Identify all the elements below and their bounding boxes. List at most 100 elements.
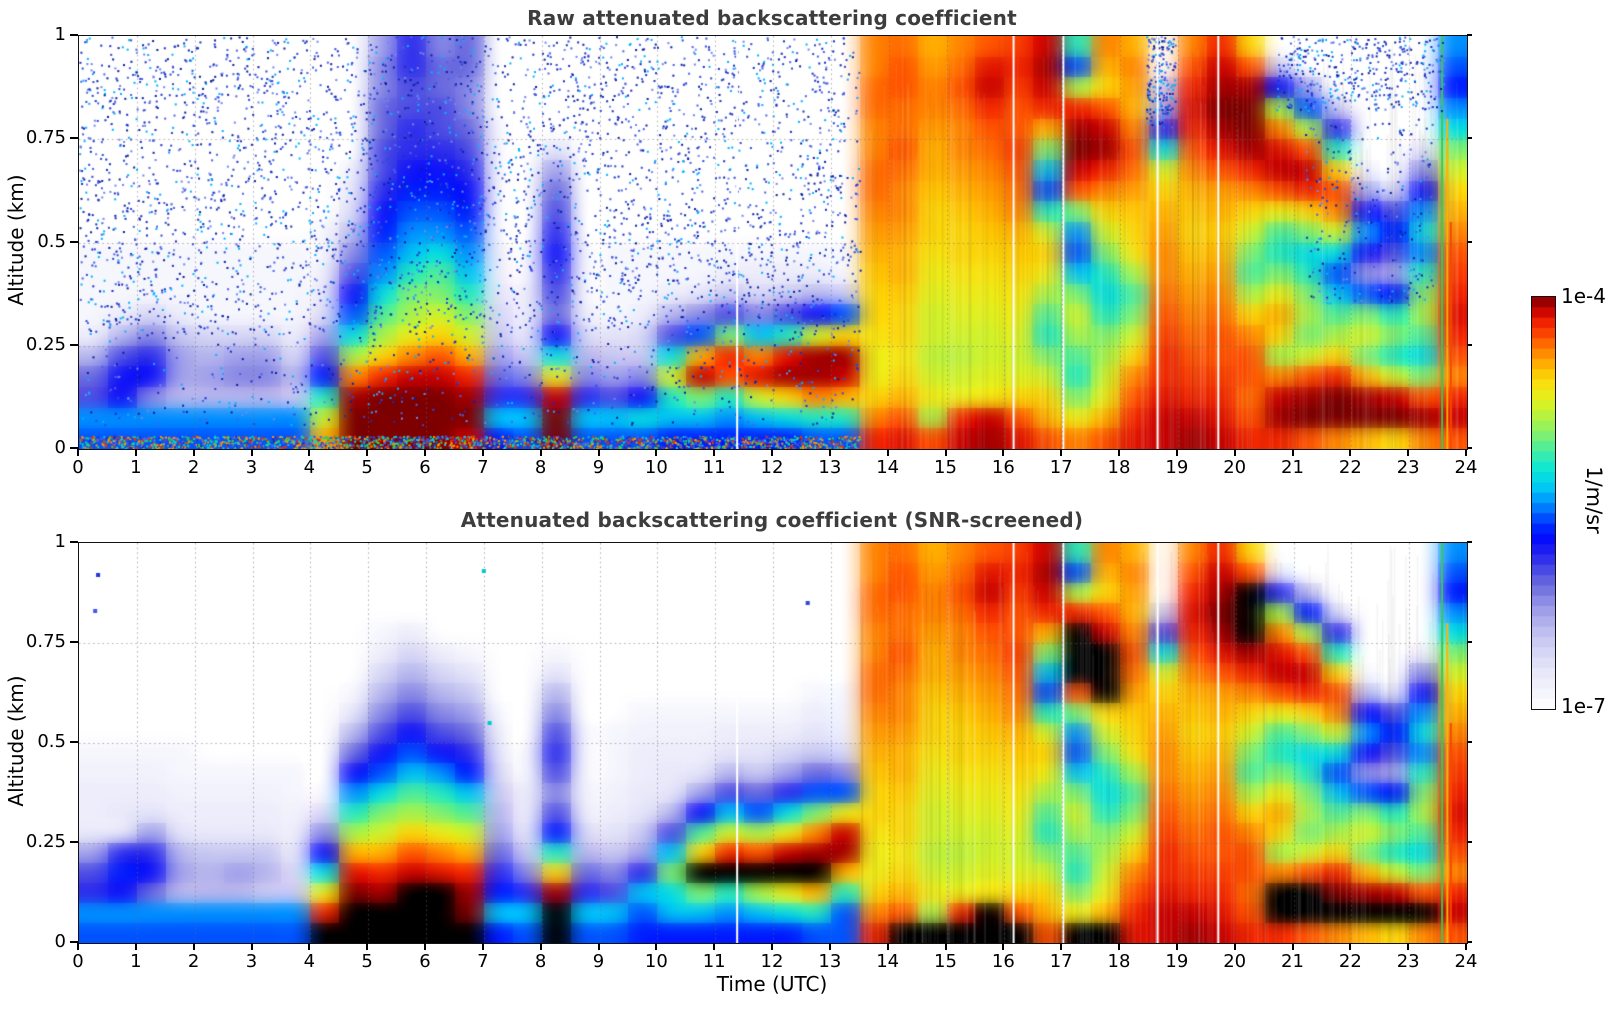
y-tick-label: 0.5: [37, 731, 66, 752]
x-tick-label: 17: [1049, 951, 1073, 972]
x-tick-label: 17: [1049, 457, 1073, 478]
x-tick-label: 11: [702, 457, 726, 478]
x-tick-label: 7: [477, 457, 489, 478]
x-tick-label: 3: [245, 951, 258, 972]
x-tick-label: 6: [419, 457, 431, 478]
y-tick-label: 1: [54, 24, 66, 45]
x-tick-mark: [539, 449, 542, 456]
x-tick-label: 14: [876, 457, 900, 478]
x-tick-mark: [250, 943, 253, 950]
x-tick-label: 6: [419, 951, 431, 972]
x-tick-label: 16: [991, 951, 1015, 972]
y-tick-label: 1: [54, 531, 66, 552]
x-tick-label: 0: [72, 457, 84, 478]
y-tick-mark: [1467, 447, 1472, 449]
y-tick-mark: [1467, 240, 1472, 243]
x-tick-mark: [828, 449, 831, 456]
x-tick-mark: [1233, 449, 1236, 456]
x-tick-mark: [77, 943, 79, 950]
x-tick-mark: [1175, 943, 1178, 950]
x-tick-mark: [366, 449, 369, 456]
raw-heatmap-canvas: [78, 35, 1468, 450]
x-tick-mark: [655, 943, 658, 950]
x-tick-label: 8: [534, 951, 547, 972]
y-tick-mark: [70, 240, 78, 243]
x-tick-label: 2: [187, 951, 200, 972]
x-tick-mark: [134, 943, 137, 950]
x-tick-mark: [1291, 943, 1294, 950]
x-tick-label: 9: [592, 951, 605, 972]
x-tick-label: 0: [72, 951, 84, 972]
x-tick-mark: [944, 943, 947, 950]
y-tick-mark: [70, 34, 78, 36]
x-tick-label: 7: [477, 951, 489, 972]
x-tick-label: 21: [1281, 457, 1304, 478]
x-tick-label: 23: [1396, 457, 1420, 478]
x-tick-label: 1: [130, 457, 142, 478]
colorbar-unit-label: 1/m/sr: [1582, 466, 1606, 534]
x-tick-mark: [424, 449, 426, 456]
x-tick-mark: [1118, 449, 1120, 456]
x-tick-mark: [424, 943, 426, 950]
x-tick-label: 4: [303, 951, 316, 972]
x-tick-label: 1: [130, 951, 142, 972]
x-tick-mark: [1002, 449, 1005, 456]
x-tick-mark: [944, 449, 947, 456]
x-tick-mark: [250, 449, 253, 456]
y-tick-label: 0: [54, 437, 66, 458]
x-tick-mark: [77, 449, 79, 456]
x-tick-mark: [828, 943, 831, 950]
y-tick-mark: [1467, 34, 1472, 36]
x-tick-mark: [771, 449, 773, 456]
x-tick-mark: [366, 943, 369, 950]
y-tick-mark: [1467, 343, 1472, 346]
x-tick-label: 21: [1281, 951, 1304, 972]
x-tick-mark: [597, 943, 600, 950]
x-tick-mark: [1465, 449, 1467, 456]
x-tick-mark: [308, 449, 311, 456]
x-tick-mark: [1175, 449, 1178, 456]
x-tick-label: 13: [818, 457, 842, 478]
x-tick-label: 20: [1223, 457, 1247, 478]
x-tick-mark: [1291, 449, 1294, 456]
x-tick-mark: [713, 943, 716, 950]
x-tick-mark: [1118, 943, 1120, 950]
x-tick-label: 12: [760, 457, 784, 478]
x-axis-label: Time (UTC): [716, 972, 828, 996]
y-tick-label: 0: [54, 931, 66, 952]
x-tick-mark: [1465, 943, 1467, 950]
y-tick-label: 0.75: [25, 127, 66, 149]
x-tick-label: 15: [934, 951, 957, 972]
x-tick-label: 5: [361, 951, 373, 972]
x-tick-mark: [597, 449, 600, 456]
x-tick-label: 3: [245, 457, 258, 478]
x-tick-label: 24: [1454, 457, 1478, 478]
y-tick-mark: [70, 741, 78, 743]
y-tick-mark: [1467, 941, 1472, 943]
x-tick-label: 10: [644, 457, 668, 478]
x-tick-label: 2: [187, 457, 200, 478]
x-tick-label: 22: [1338, 457, 1362, 478]
y-tick-label: 0.25: [25, 333, 66, 355]
x-tick-mark: [1407, 449, 1410, 456]
colorbar-min-label: 1e-7: [1561, 694, 1606, 718]
screened-panel-title: Attenuated backscattering coefficient (S…: [460, 508, 1084, 532]
raw-panel-title: Raw attenuated backscattering coefficien…: [527, 6, 1017, 30]
x-tick-label: 10: [644, 951, 668, 972]
x-tick-label: 8: [534, 457, 547, 478]
colorbar: [1531, 296, 1556, 710]
x-tick-mark: [539, 943, 542, 950]
x-tick-mark: [1060, 449, 1063, 456]
y-tick-label: 0.25: [25, 831, 66, 852]
x-tick-mark: [192, 943, 195, 950]
y-tick-mark: [1467, 541, 1472, 543]
y-tick-mark: [70, 941, 78, 943]
colorbar-max-label: 1e-4: [1561, 284, 1606, 308]
x-tick-label: 12: [760, 951, 784, 972]
x-tick-mark: [134, 449, 137, 456]
y-tick-label: 0.5: [37, 230, 66, 252]
x-tick-label: 4: [303, 457, 316, 478]
y-tick-mark: [1467, 641, 1472, 643]
x-tick-label: 24: [1454, 951, 1478, 972]
